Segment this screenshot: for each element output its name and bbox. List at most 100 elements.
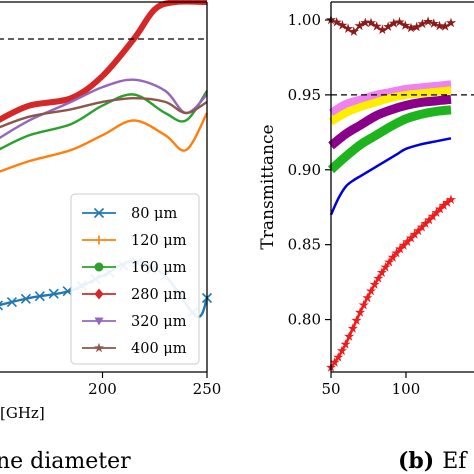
right-series-2 [328,86,452,126]
right-series-marker-6 [409,229,420,239]
right-series-marker-0 [423,16,434,26]
right-series-marker-6 [362,292,373,303]
right-series-marker-6 [373,273,384,283]
right-series-marker-6 [402,236,413,247]
right-y-tick-label: 0.85 [288,236,321,254]
right-series-marker-0 [411,21,422,32]
right-series-marker-6 [445,194,456,204]
right-series-marker-6 [336,345,347,356]
right-series-marker-6 [380,262,391,272]
left-series-marker-0 [20,293,31,304]
right-series-0 [326,14,456,36]
right-series-marker-6 [405,232,416,243]
right-y-ticks: 0.80 0.85 0.90 0.95 1.00 [288,11,331,329]
left-series-5 [0,96,208,129]
right-series-marker-0 [360,17,371,27]
right-series-marker-6 [333,352,344,362]
legend-items: 80 μm 120 μm 160 μm 280 μm 320 μm 400 μm [82,206,187,357]
right-series-marker-6 [427,211,438,221]
left-series-2 [0,90,209,151]
right-series-1 [328,80,452,117]
right-caption-text: Ef [442,449,468,474]
left-x-tick-label: 250 [193,380,222,398]
legend-label: 80 μm [131,206,177,222]
right-series-6 [326,194,456,372]
right-series-marker-6 [384,256,395,267]
right-series-marker-6 [351,315,362,325]
right-series-marker-0 [405,22,416,33]
right-series-5 [329,137,452,216]
right-series-4 [327,105,452,174]
right-series-marker-0 [445,17,456,28]
right-series-marker-0 [434,20,445,31]
right-series-marker-0 [365,17,376,28]
left-caption: ne diameter [0,449,131,474]
legend-label: 400 μm [131,341,187,357]
legend-swatch-marker [94,342,104,353]
right-chart-panel: 0.80 0.85 0.90 0.95 1.00 50 100 Transmittance… [258,1,474,474]
left-series-marker-0 [6,297,17,308]
left-chart-panel: 200 250 [GHz] ne diameter 80 μm 120 μm 160 … [0,0,222,474]
right-series-marker-6 [358,299,369,310]
right-y-axis-label: Transmittance [258,124,278,249]
right-series-marker-6 [347,323,358,333]
right-caption-label: (b) [398,448,434,474]
right-series-marker-0 [417,18,428,29]
legend-entry: 400 μm [82,341,187,357]
left-series-line-1 [0,112,209,173]
legend-entry: 320 μm [82,314,187,330]
right-series-line-5 [329,137,452,216]
right-y-tick-label: 0.95 [288,86,321,104]
right-series-marker-6 [365,285,376,296]
right-x-tick-label: 100 [392,380,421,398]
right-series-marker-6 [329,357,340,367]
left-x-axis-label: [GHz] [0,404,45,422]
right-y-tick-label: 0.90 [288,161,321,179]
right-series-marker-0 [354,20,365,31]
right-x-ticks: 50 100 [321,372,420,398]
right-series-line-4 [327,105,452,174]
legend-label: 280 μm [131,287,187,303]
right-x-tick-label: 50 [321,380,340,398]
right-series-marker-0 [343,23,354,33]
right-series-marker-6 [431,207,442,217]
legend-swatch-marker [94,262,104,272]
right-series-marker-0 [383,21,394,31]
left-x-tick-label: 200 [88,380,117,398]
legend-label: 120 μm [131,233,187,249]
right-series-marker-6 [355,307,366,317]
right-series-marker-0 [331,17,342,27]
left-series-marker-0 [0,300,4,311]
right-series-line-3 [328,94,452,150]
right-series-marker-6 [369,279,380,289]
left-series-marker-0 [48,288,59,299]
right-series-marker-6 [442,197,453,207]
right-series-marker-0 [400,20,411,30]
legend-swatch-marker [94,317,104,326]
legend-label: 160 μm [131,260,187,276]
right-series-marker-6 [344,331,355,341]
right-y-tick-label: 1.00 [288,11,321,29]
right-series-marker-6 [413,225,424,236]
right-series-marker-6 [391,247,402,258]
right-series-marker-0 [337,20,348,30]
right-series-marker-6 [398,240,409,250]
right-series-marker-0 [371,21,382,31]
legend: 80 μm 120 μm 160 μm 280 μm 320 μm 400 μm [70,193,200,365]
left-series-line-5 [0,96,208,129]
left-series-marker-0 [34,291,45,302]
right-series-marker-0 [428,18,439,28]
right-series-marker-6 [376,267,387,277]
right-series-marker-6 [435,203,446,214]
legend-label: 320 μm [131,314,187,330]
legend-swatch-marker [94,288,104,300]
right-series-line-1 [328,80,452,117]
right-series-marker-0 [440,21,451,31]
legend-entry: 280 μm [82,287,187,303]
right-series-marker-0 [388,18,399,28]
right-series-line-6 [329,198,452,369]
left-series-line-2 [0,90,209,151]
right-series-marker-0 [377,24,388,35]
right-series-marker-6 [395,243,406,254]
